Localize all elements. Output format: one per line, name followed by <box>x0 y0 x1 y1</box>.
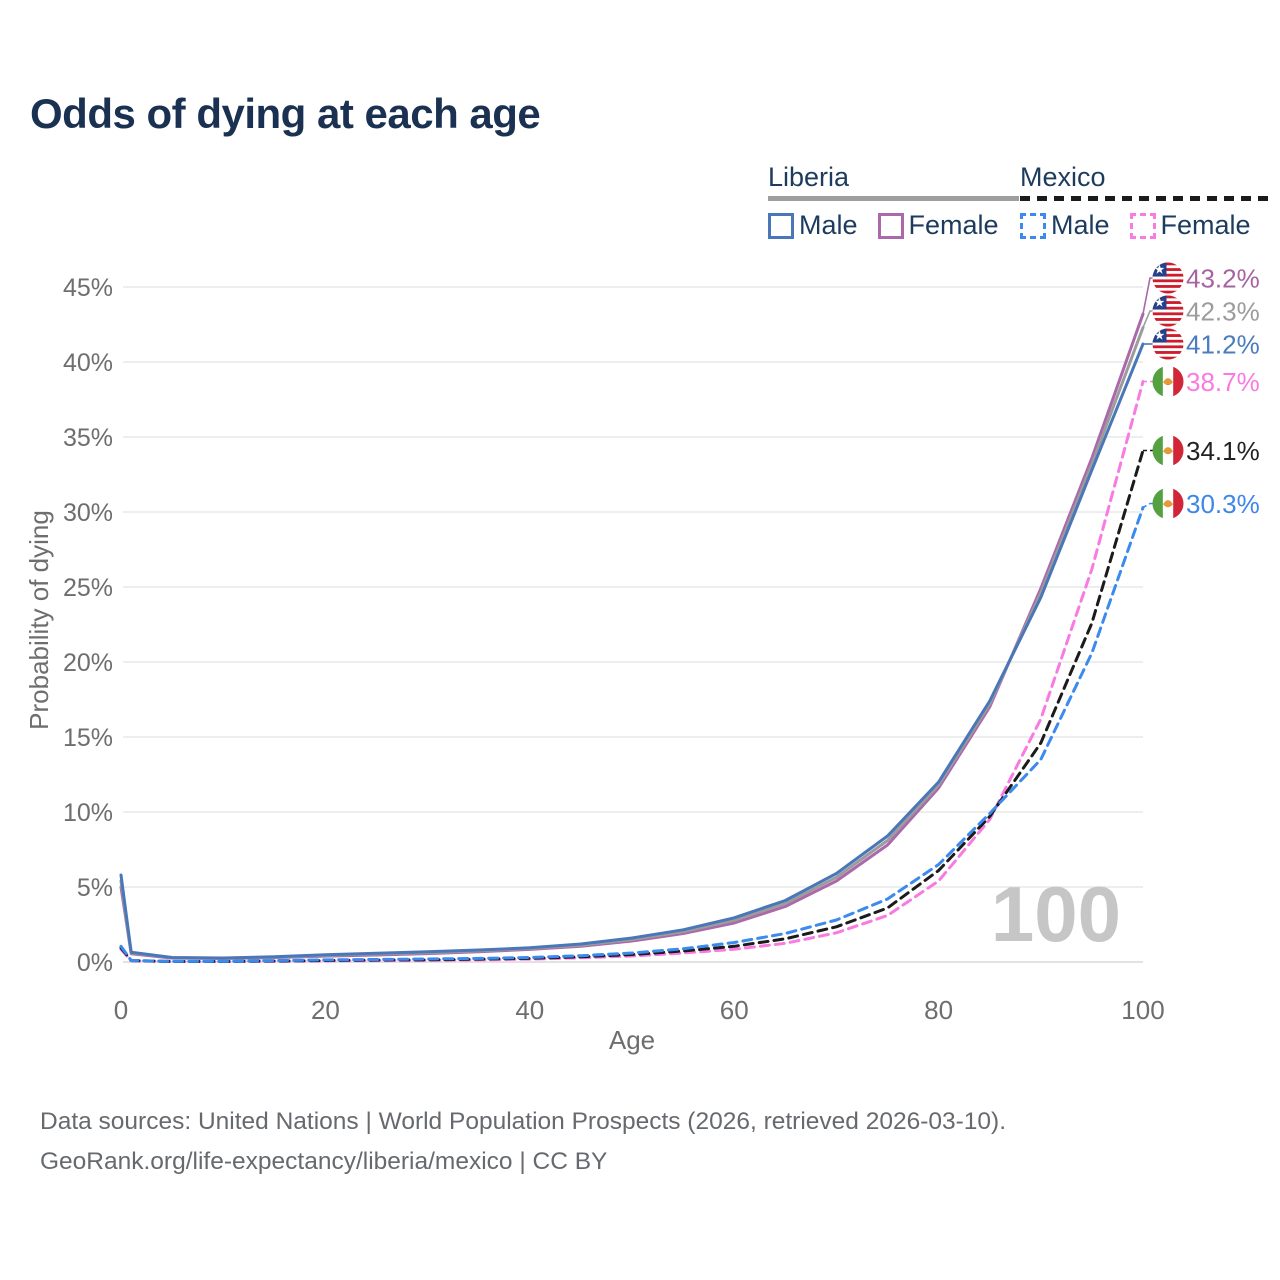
liberia-flag-icon <box>1152 295 1184 327</box>
attribution-text: GeoRank.org/life-expectancy/liberia/mexi… <box>40 1148 608 1175</box>
legend-country-mexico[interactable]: Mexico <box>1020 162 1106 192</box>
mexico-flag-icon <box>1152 435 1184 466</box>
x-tick-label: 80 <box>924 995 953 1025</box>
gridlines <box>123 286 1143 963</box>
x-axis-title: Age <box>609 1025 655 1055</box>
end-label-liberia-total: 42.3% <box>1186 297 1260 327</box>
y-tick-label: 35% <box>63 424 113 452</box>
y-tick-label: 30% <box>63 499 113 527</box>
mexico-flag-icon <box>1152 366 1184 397</box>
x-tick-label: 20 <box>311 995 340 1025</box>
legend-label-mexico-male[interactable]: Male <box>1051 210 1110 240</box>
series-line-liberia-male[interactable] <box>119 342 1145 960</box>
legend-swatch-liberia-male[interactable] <box>768 212 794 239</box>
x-tick-label: 60 <box>720 995 749 1025</box>
y-tick-label: 0% <box>77 949 113 977</box>
legend-label-mexico-female[interactable]: Female <box>1160 210 1251 240</box>
end-label-mexico-female: 38.7% <box>1186 367 1260 397</box>
x-tick-label: 100 <box>1121 995 1164 1025</box>
axis-ticks: 0% 5% 10% 15% 20% 25% 30% 35% 40% 45% 0 20 40 60 80 100 <box>63 274 1165 1025</box>
series-line-mexico-female[interactable] <box>119 380 1145 963</box>
x-tick-label: 40 <box>515 995 544 1025</box>
legend-country-liberia[interactable]: Liberia <box>768 162 850 192</box>
y-tick-label: 5% <box>77 874 113 902</box>
series-line-liberia-female[interactable] <box>119 312 1145 960</box>
y-tick-label: 45% <box>63 274 113 302</box>
legend-group-mexico: Mexico Male Female <box>1020 162 1271 241</box>
end-label-connector <box>1142 277 1154 315</box>
end-label-connector <box>1142 502 1154 509</box>
y-tick-label: 15% <box>63 724 113 752</box>
page-title: Odds of dying at each age <box>30 90 541 137</box>
legend-group-liberia: Liberia Male Female <box>768 162 1019 241</box>
y-tick-label: 40% <box>63 349 113 377</box>
series-line-liberia-total[interactable] <box>119 326 1145 960</box>
mexico-line-style-sample <box>1020 196 1271 201</box>
liberia-flag-icon <box>1152 262 1184 294</box>
y-axis-title: Probability of dying <box>24 510 54 730</box>
legend-swatch-liberia-female[interactable] <box>877 212 904 239</box>
mexico-flag-icon <box>1152 488 1184 519</box>
data-sources-text: Data sources: United Nations | World Pop… <box>40 1108 1007 1135</box>
end-label-mexico-male: 30.3% <box>1186 489 1260 519</box>
legend-swatch-mexico-female[interactable] <box>1129 212 1156 239</box>
series-line-mexico-male[interactable] <box>119 506 1145 963</box>
liberia-flag-icon <box>1152 328 1184 360</box>
legend-label-liberia-male[interactable]: Male <box>799 210 858 240</box>
legend-label-liberia-female[interactable]: Female <box>908 210 999 240</box>
end-label-connector <box>1142 310 1154 328</box>
end-label-mexico-total: 34.1% <box>1186 436 1260 466</box>
y-tick-label: 20% <box>63 649 113 677</box>
y-tick-label: 10% <box>63 799 113 827</box>
y-tick-label: 25% <box>63 574 113 602</box>
end-label-liberia-male: 41.2% <box>1186 330 1260 360</box>
legend-swatch-mexico-male[interactable] <box>1020 212 1046 239</box>
age-indicator-watermark: 100 <box>991 870 1121 958</box>
liberia-line-style-sample <box>768 196 1019 201</box>
end-label-liberia-female: 43.2% <box>1186 264 1260 294</box>
x-tick-label: 0 <box>114 995 128 1025</box>
